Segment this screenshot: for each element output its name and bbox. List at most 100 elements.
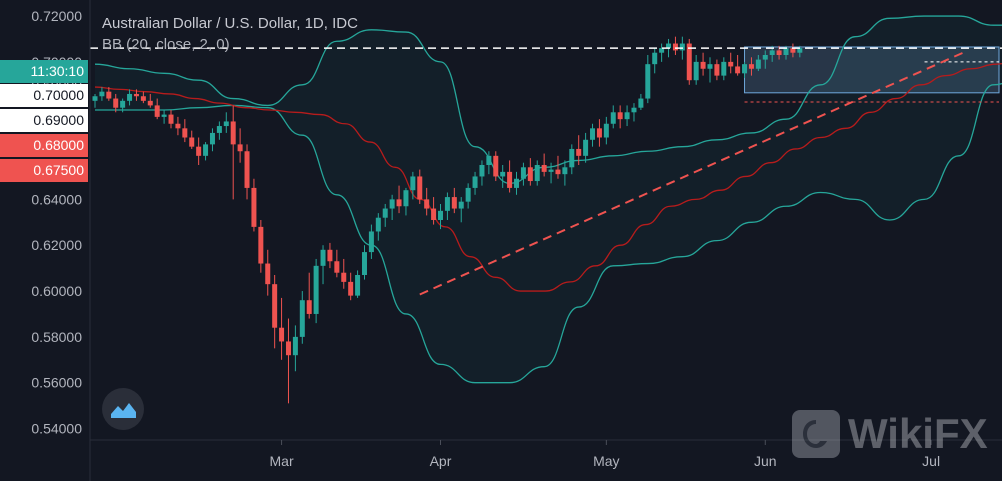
candle (465, 183, 471, 209)
candle-body (596, 128, 602, 138)
candle-body (472, 176, 478, 188)
candle-body (237, 144, 243, 152)
candle-body (438, 210, 443, 220)
candle (520, 162, 526, 186)
price-tag: 11:30:10 (0, 60, 88, 83)
candle-body (617, 112, 623, 120)
candle-body (175, 123, 181, 129)
price-tag: 0.69000 (0, 109, 88, 132)
candle (645, 55, 651, 104)
candle (292, 325, 298, 372)
candle (410, 171, 416, 200)
candle (368, 224, 374, 259)
candle-body (320, 249, 326, 266)
legend-indicator: BB (20, close, 2, 0) (102, 36, 230, 53)
candle (182, 119, 188, 143)
candle-body (742, 64, 748, 74)
bb-lower-line (95, 82, 1002, 384)
y-tick-label: 0.60000 (31, 283, 82, 299)
wikifx-watermark: WikiFX (792, 410, 988, 458)
candle (728, 52, 734, 74)
candle-body (728, 61, 734, 67)
candle (161, 110, 167, 124)
candle-body (493, 155, 499, 177)
candle (320, 245, 326, 285)
candle-body (182, 128, 188, 138)
candle (576, 135, 582, 165)
candle-body (299, 300, 305, 337)
candle (762, 50, 768, 69)
candle (258, 220, 264, 273)
candle (299, 291, 305, 344)
candle (175, 116, 181, 136)
candle (133, 89, 139, 101)
candle (237, 128, 243, 163)
candle (223, 112, 229, 133)
candle (707, 57, 713, 83)
candle-body (216, 126, 222, 133)
candle (147, 93, 153, 108)
candle (534, 160, 540, 186)
price-tag: 0.67500 (0, 159, 88, 182)
candle-body (465, 187, 471, 202)
candle (140, 91, 146, 104)
y-tick-label: 0.54000 (31, 421, 82, 437)
candle (541, 153, 547, 177)
y-tick-label: 0.72000 (31, 8, 82, 24)
candle (610, 105, 616, 129)
candle (555, 155, 561, 179)
candle-body (541, 165, 547, 172)
candle-body (154, 105, 160, 117)
candle (693, 55, 699, 85)
candle (106, 87, 112, 101)
candle-body (265, 263, 271, 285)
candle (714, 59, 720, 81)
candle (216, 121, 222, 140)
candle (209, 128, 215, 152)
x-tick-label: Apr (430, 453, 452, 469)
candle (638, 93, 644, 110)
candle (285, 318, 291, 404)
candle-body (147, 100, 153, 106)
candle-body (755, 59, 761, 69)
x-tick-label: Jul (922, 453, 940, 469)
candle (244, 144, 250, 200)
candle-body (790, 48, 796, 53)
tradingview-logo-icon[interactable] (102, 388, 144, 430)
chart-legend: Australian Dollar / U.S. Dollar, 1D, IDC… (102, 13, 358, 55)
candle (659, 43, 665, 62)
candle-body (285, 341, 291, 356)
candle-body (700, 61, 706, 69)
candle-body (783, 48, 789, 55)
candle-body (659, 48, 665, 53)
candle-body (106, 91, 112, 99)
candle-body (562, 167, 568, 175)
candle (624, 105, 630, 127)
candle-body (458, 201, 464, 209)
bollinger-band-lines (94, 15, 1002, 384)
candle (154, 98, 160, 120)
candle (493, 151, 499, 182)
candle (742, 61, 748, 78)
candle-body (306, 300, 312, 314)
candle (735, 55, 741, 76)
candle (279, 297, 285, 360)
candle (403, 187, 409, 216)
candle (479, 160, 485, 186)
candle-body (410, 176, 416, 191)
candle (686, 38, 692, 85)
candle (424, 187, 430, 216)
candle-body (313, 265, 319, 314)
candle-body (431, 208, 437, 220)
candle (507, 160, 513, 193)
candle-body (624, 112, 630, 120)
candle-body (748, 64, 754, 69)
candle-body (672, 43, 678, 51)
candle-body (203, 144, 209, 156)
candle-body (133, 93, 139, 97)
legend-title: Australian Dollar / U.S. Dollar, 1D, IDC (102, 15, 358, 32)
candle-body (368, 231, 374, 253)
candle-body (444, 197, 450, 211)
bb-basis-line (94, 63, 1002, 292)
